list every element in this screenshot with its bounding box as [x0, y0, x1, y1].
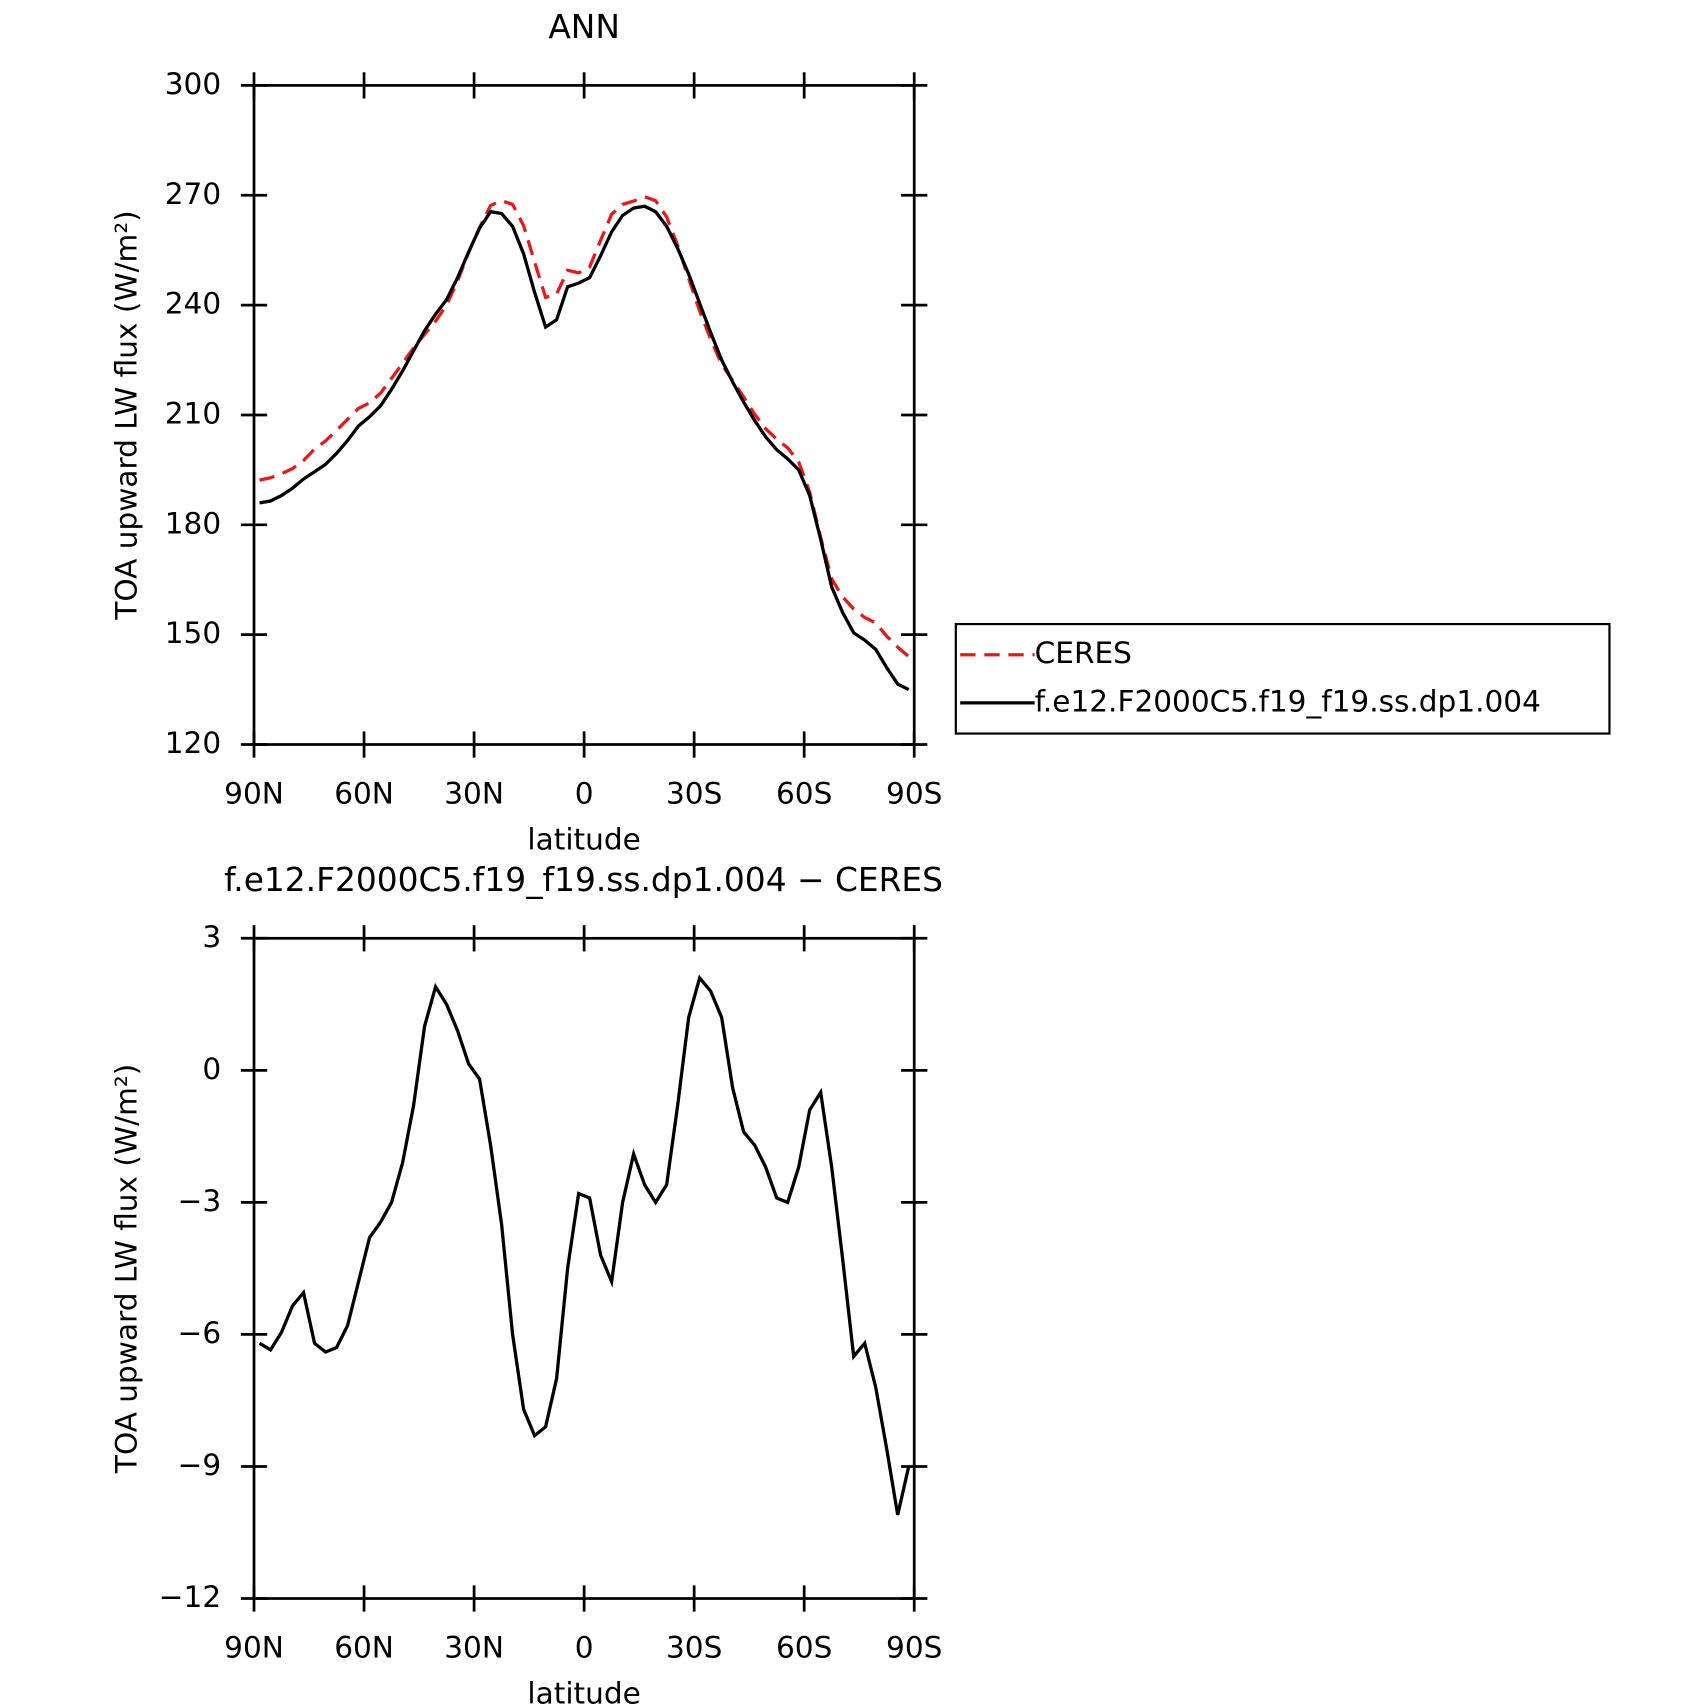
x-tick-label: 60S	[776, 776, 832, 810]
y-tick-label: 240	[165, 287, 221, 321]
x-tick-label: 90N	[224, 1630, 284, 1664]
x-tick-label: 90S	[886, 1630, 942, 1664]
data-line	[258, 974, 911, 1516]
y-tick-label: 180	[165, 506, 221, 540]
x-tick-label: 60N	[334, 776, 394, 810]
plot-frame	[252, 84, 916, 746]
data-line	[259, 204, 910, 692]
x-axis-label: latitude	[527, 822, 640, 856]
y-tick-label: −9	[178, 1448, 222, 1482]
y-tick-label: −6	[178, 1316, 222, 1350]
x-tick-label: 0	[575, 1630, 594, 1664]
y-tick-label: 300	[165, 67, 221, 101]
plot-frame	[252, 936, 916, 1600]
y-tick-label: 0	[202, 1052, 221, 1086]
x-tick-label: 60N	[334, 1630, 394, 1664]
y-tick-label: −12	[159, 1580, 221, 1614]
x-tick-label: 30N	[444, 1630, 504, 1664]
x-tick-label: 30S	[666, 1630, 722, 1664]
x-tick-label: 0	[575, 776, 594, 810]
legend-box	[954, 622, 1611, 735]
x-tick-label: 30S	[666, 776, 722, 810]
y-axis-label: TOA upward LW flux (W/m²)	[110, 210, 144, 620]
x-tick-label: 30N	[444, 776, 504, 810]
chart-title: ANN	[548, 8, 620, 46]
legend-label: CERES	[1035, 636, 1132, 670]
data-line	[259, 194, 910, 658]
x-tick-label: 90S	[886, 776, 942, 810]
legend-label: f.e12.F2000C5.f19_f19.ss.dp1.004	[1035, 684, 1541, 718]
x-tick-label: 90N	[224, 776, 284, 810]
y-axis-label: TOA upward LW flux (W/m²)	[110, 1064, 144, 1474]
chart-title: f.e12.F2000C5.f19_f19.ss.dp1.004 − CERES	[224, 861, 943, 899]
x-tick-label: 60S	[776, 1630, 832, 1664]
y-tick-label: 3	[202, 920, 221, 954]
y-tick-label: −3	[178, 1184, 222, 1218]
y-tick-label: 210	[165, 396, 221, 430]
y-tick-label: 270	[165, 177, 221, 211]
y-tick-label: 120	[165, 726, 221, 760]
x-axis-label: latitude	[527, 1676, 640, 1708]
y-tick-label: 150	[165, 616, 221, 650]
